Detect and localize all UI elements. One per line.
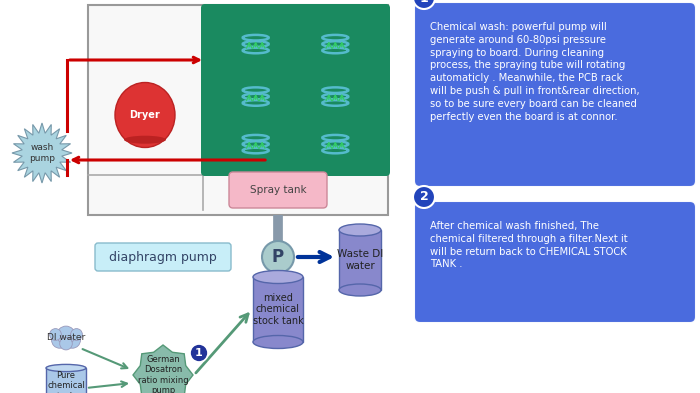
Text: 1: 1: [195, 348, 203, 358]
FancyBboxPatch shape: [414, 201, 696, 323]
Circle shape: [57, 326, 75, 344]
Circle shape: [413, 0, 435, 9]
FancyBboxPatch shape: [95, 243, 231, 271]
Circle shape: [52, 332, 68, 348]
Ellipse shape: [115, 83, 175, 147]
Text: P: P: [272, 248, 284, 266]
Text: wash
pump: wash pump: [29, 143, 55, 163]
Text: 1: 1: [419, 0, 428, 4]
Ellipse shape: [339, 284, 381, 296]
Bar: [339, 230, 381, 290]
Circle shape: [413, 186, 435, 208]
Bar: [88, 5, 388, 215]
Text: Chemical wash: powerful pump will
generate around 60-80psi pressure
spraying to : Chemical wash: powerful pump will genera…: [430, 22, 640, 121]
Circle shape: [262, 241, 294, 273]
Ellipse shape: [253, 270, 303, 283]
Text: mixed
chemical
stock tank: mixed chemical stock tank: [253, 293, 303, 326]
Text: diaphragm pump: diaphragm pump: [109, 250, 217, 263]
Circle shape: [71, 329, 83, 340]
Text: Waste DI
water: Waste DI water: [337, 249, 383, 271]
FancyBboxPatch shape: [201, 4, 390, 176]
FancyBboxPatch shape: [414, 2, 696, 187]
FancyBboxPatch shape: [229, 172, 327, 208]
Circle shape: [190, 344, 208, 362]
Text: Pure
chemical
tank: Pure chemical tank: [47, 371, 85, 393]
Ellipse shape: [46, 364, 86, 372]
Ellipse shape: [339, 224, 381, 236]
Bar: [46, 368, 86, 393]
Circle shape: [64, 332, 81, 348]
Ellipse shape: [253, 336, 303, 349]
Ellipse shape: [124, 136, 166, 144]
Polygon shape: [133, 345, 193, 393]
Circle shape: [60, 337, 72, 350]
Text: After chemical wash finished, The
chemical filtered through a filter.Next it
wil: After chemical wash finished, The chemic…: [430, 221, 628, 269]
Text: DI water: DI water: [47, 334, 85, 343]
Text: German
Dosatron
ratio mixing
pump: German Dosatron ratio mixing pump: [138, 355, 188, 393]
Text: Dryer: Dryer: [130, 110, 160, 120]
Bar: [253, 277, 303, 342]
Text: 2: 2: [419, 191, 428, 204]
Circle shape: [50, 329, 62, 340]
Polygon shape: [12, 123, 72, 183]
Text: Spray tank: Spray tank: [250, 185, 307, 195]
